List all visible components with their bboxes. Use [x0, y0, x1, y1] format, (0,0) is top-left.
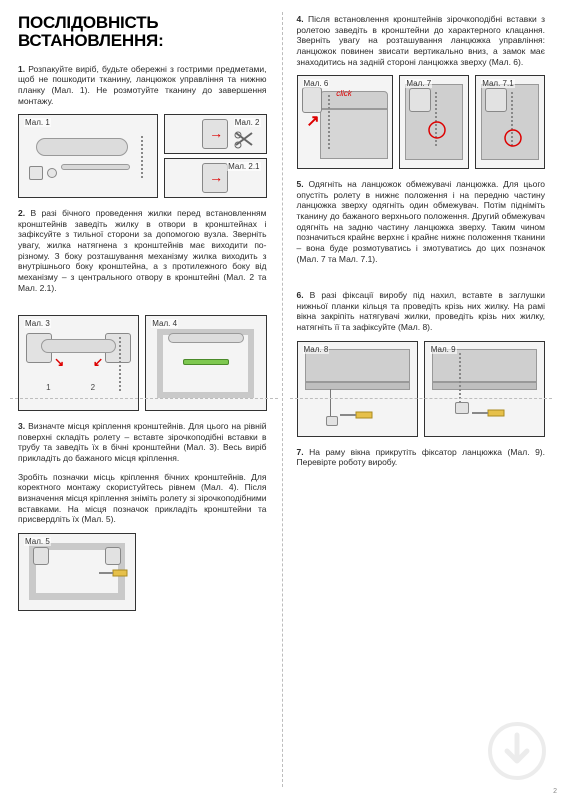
fig-row-1-2: Мал. 1 Мал. 2 → — [18, 114, 267, 198]
fig-71-label: Мал. 7.1 — [481, 79, 514, 88]
step-3-body-a: Визначте місця кріплення кронштейнів. Дл… — [18, 421, 267, 463]
right-column: 4. Після встановлення кронштейнів зірочк… — [283, 0, 565, 799]
watermark-icon — [487, 721, 547, 781]
step-7-body: На раму вікна прикрутіть фіксатор ланцюж… — [297, 447, 546, 468]
step-6-body: В разі фіксації виробу під нахил, вставт… — [297, 290, 546, 332]
figure-9: Мал. 9 — [424, 341, 545, 437]
figure-5: Мал. 5 — [18, 533, 136, 611]
fig-3-label: Мал. 3 — [24, 319, 51, 328]
fig-6-art: ↗ click — [298, 76, 393, 168]
step-6-num: 6. — [297, 290, 304, 300]
fig-8-label: Мал. 8 — [303, 345, 330, 354]
step-5-text: 5. Одягніть на ланцюжок обмежувачі ланцю… — [297, 179, 546, 264]
figure-3: Мал. 3 ↘ ↙ 1 2 — [18, 315, 139, 411]
fig-1-art — [19, 115, 157, 197]
fig-8-art — [298, 342, 417, 436]
figure-8: Мал. 8 — [297, 341, 418, 437]
figure-7-1: Мал. 7.1 — [475, 75, 545, 169]
fig-7-label: Мал. 7 — [405, 79, 432, 88]
step-3-text-b: Зробіть позначки місць кріплення бічних … — [18, 472, 267, 525]
left-column: ПОСЛІДОВНІСТЬ ВСТАНОВЛЕННЯ: 1. Розпакуйт… — [0, 0, 283, 799]
fig-row-5: Мал. 5 — [18, 533, 267, 611]
step-4-num: 4. — [297, 14, 304, 24]
step-7-text: 7. На раму вікна прикрутіть фіксатор лан… — [297, 447, 546, 468]
figure-2: Мал. 2 → — [164, 114, 266, 154]
step-5-body: Одягніть на ланцюжок обмежувачі ланцюжка… — [297, 179, 546, 263]
step-4-body: Після встановлення кронштейнів зірочкопо… — [297, 14, 546, 67]
fig-9-art — [425, 342, 544, 436]
figure-4: Мал. 4 — [145, 315, 266, 411]
step-1-text: 1. Розпакуйте виріб, будьте обережні з г… — [18, 64, 267, 107]
figure-2-group: Мал. 2 → Мал. 2.1 → — [164, 114, 266, 198]
fig-4-art — [146, 316, 265, 410]
circle-marker-icon — [427, 120, 447, 140]
step-4-text: 4. Після встановлення кронштейнів зірочк… — [297, 14, 546, 67]
figure-1: Мал. 1 — [18, 114, 158, 198]
horizontal-divider-right — [290, 398, 552, 399]
fig-5-label: Мал. 5 — [24, 537, 51, 546]
page-title: ПОСЛІДОВНІСТЬ ВСТАНОВЛЕННЯ: — [18, 14, 267, 50]
step-3-text-a: 3. Визначте місця кріплення кронштейнів.… — [18, 421, 267, 464]
step-2-body: В разі бічного проведення жилки перед вс… — [18, 208, 267, 292]
screwdriver-icon — [340, 408, 374, 422]
fig-71-art — [476, 76, 544, 168]
fig-3-art: ↘ ↙ 1 2 — [19, 316, 138, 410]
fig-6-label: Мал. 6 — [303, 79, 330, 88]
step-1-body: Розпакуйте виріб, будьте обережні з гост… — [18, 64, 267, 106]
page-number: 2 — [553, 788, 557, 795]
page: ПОСЛІДОВНІСТЬ ВСТАНОВЛЕННЯ: 1. Розпакуйт… — [0, 0, 565, 799]
figure-7: Мал. 7 — [399, 75, 469, 169]
fig-21-label: Мал. 2.1 — [227, 162, 260, 171]
fig-1-label: Мал. 1 — [24, 118, 51, 127]
fig-9-label: Мал. 9 — [430, 345, 457, 354]
step-5-num: 5. — [297, 179, 304, 189]
fig-row-8-9: Мал. 8 Мал. 9 — [297, 341, 546, 437]
vertical-divider — [282, 12, 283, 787]
section-gap-right — [297, 272, 546, 290]
fig-2-label: Мал. 2 — [234, 118, 261, 127]
fig-row-6-7: Мал. 6 ↗ click Мал. 7 — [297, 75, 546, 169]
circle-marker-icon — [503, 128, 523, 148]
horizontal-divider-left — [10, 398, 278, 399]
fig-4-label: Мал. 4 — [151, 319, 178, 328]
figure-2-1: Мал. 2.1 → — [164, 158, 266, 198]
step-7-num: 7. — [297, 447, 304, 457]
fig-row-3-4: Мал. 3 ↘ ↙ 1 2 Мал. 4 — [18, 315, 267, 411]
screwdriver-icon — [99, 563, 129, 583]
step-6-text: 6. В разі фіксації виробу під нахил, вст… — [297, 290, 546, 333]
figure-6: Мал. 6 ↗ click — [297, 75, 394, 169]
click-label: click — [336, 89, 352, 98]
scissors-icon — [234, 131, 260, 149]
fig-7-art — [400, 76, 468, 168]
step-2-text: 2. В разі бічного проведення жилки перед… — [18, 208, 267, 293]
screwdriver-icon — [472, 406, 506, 420]
section-gap-left — [18, 301, 267, 315]
